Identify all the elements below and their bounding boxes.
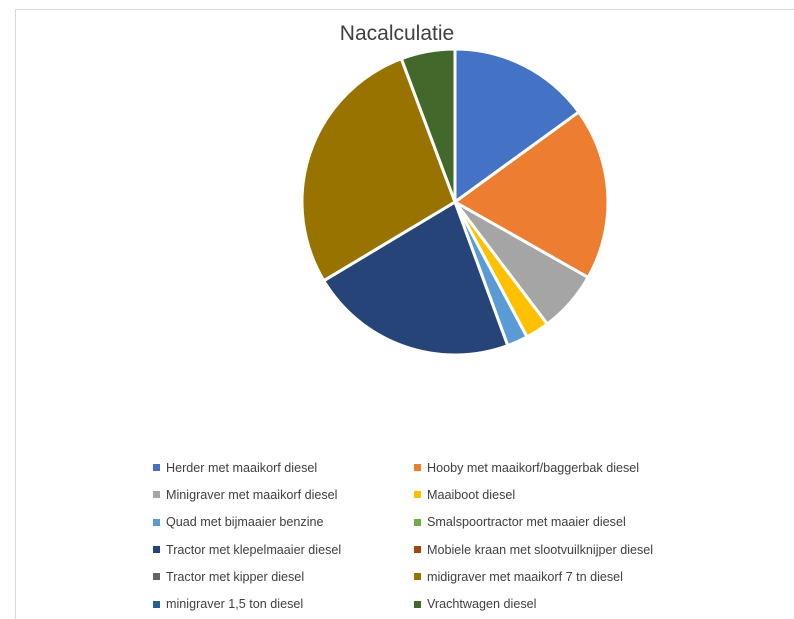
legend-swatch bbox=[414, 518, 421, 526]
legend-label: Smalspoortractor met maaier diesel bbox=[427, 515, 626, 530]
legend-item-9: midigraver met maaikorf 7 tn diesel bbox=[414, 563, 694, 590]
pie-slice-1 bbox=[452, 109, 610, 280]
legend-label: Tractor met klepelmaaier diesel bbox=[166, 542, 342, 557]
pie-slice-6 bbox=[321, 199, 510, 357]
legend-swatch bbox=[153, 573, 160, 581]
chart-frame bbox=[15, 9, 794, 619]
legend-item-7: Mobiele kraan met slootvuilknijper diese… bbox=[414, 536, 694, 563]
legend-label: Herder met maaikorf diesel bbox=[166, 460, 318, 475]
legend-item-8: Tractor met kipper diesel bbox=[153, 563, 414, 590]
legend-item-1: Hooby met maaikorf/baggerbak diesel bbox=[414, 454, 694, 481]
legend-label: Tractor met kipper diesel bbox=[166, 569, 305, 584]
pie-slice-0 bbox=[453, 47, 581, 205]
legend-item-0: Herder met maaikorf diesel bbox=[153, 454, 414, 481]
legend-swatch bbox=[414, 600, 421, 608]
chart-legend: Herder met maaikorf diesel Hooby met maai… bbox=[153, 454, 694, 618]
chart-title: Nacalculatie bbox=[339, 22, 455, 45]
legend-swatch bbox=[153, 546, 160, 554]
legend-item-2: Minigraver met maaikorf diesel bbox=[153, 481, 414, 508]
pie-slice-11 bbox=[399, 47, 457, 203]
legend-swatch bbox=[153, 464, 160, 472]
legend-item-10: minigraver 1,5 ton diesel bbox=[153, 590, 414, 617]
legend-swatch bbox=[153, 600, 160, 608]
legend-item-6: Tractor met klepelmaaier diesel bbox=[153, 536, 414, 563]
legend-swatch bbox=[153, 491, 160, 499]
legend-item-11: Vrachtwagen diesel bbox=[414, 590, 694, 617]
legend-label: Vrachtwagen diesel bbox=[427, 597, 537, 612]
legend-item-4: Quad met bijmaaier benzine bbox=[153, 509, 414, 536]
legend-swatch bbox=[414, 491, 421, 499]
legend-label: midigraver met maaikorf 7 tn diesel bbox=[427, 569, 623, 584]
pie-slice-9 bbox=[300, 56, 457, 283]
legend-swatch bbox=[414, 573, 421, 581]
legend-label: Quad met bijmaaier benzine bbox=[166, 515, 324, 530]
legend-label: Mobiele kraan met slootvuilknijper diese… bbox=[427, 542, 654, 557]
legend-item-3: Maaiboot diesel bbox=[414, 481, 694, 508]
legend-label: minigraver 1,5 ton diesel bbox=[166, 597, 304, 612]
legend-label: Minigraver met maaikorf diesel bbox=[166, 487, 338, 502]
legend-swatch bbox=[414, 546, 421, 554]
legend-swatch bbox=[153, 518, 160, 526]
legend-swatch bbox=[414, 464, 421, 472]
legend-label: Maaiboot diesel bbox=[427, 487, 516, 502]
legend-label: Hooby met maaikorf/baggerbak diesel bbox=[427, 460, 640, 475]
legend-item-5: Smalspoortractor met maaier diesel bbox=[414, 509, 694, 536]
